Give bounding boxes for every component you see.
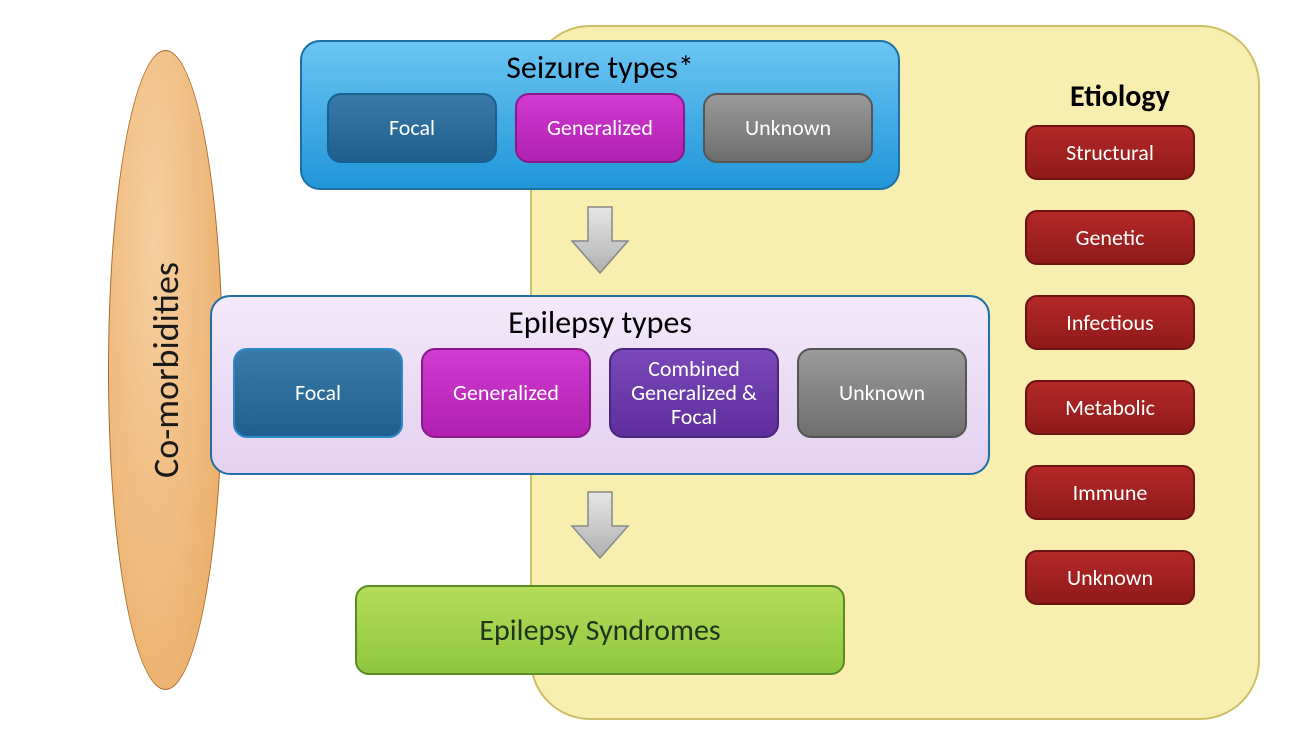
type-pill: Unknown xyxy=(703,93,873,163)
epilepsy-syndromes-box: Epilepsy Syndromes xyxy=(355,585,845,675)
etiology-item: Metabolic xyxy=(1025,380,1195,435)
comorbidities-ellipse: Co-morbidities xyxy=(108,50,223,690)
type-pill: Focal xyxy=(233,348,403,438)
epilepsy-types-title: Epilepsy types xyxy=(212,303,988,342)
etiology-item: Structural xyxy=(1025,125,1195,180)
arrow-down-icon xyxy=(570,205,630,275)
arrow-down-icon xyxy=(570,490,630,560)
etiology-item: Infectious xyxy=(1025,295,1195,350)
type-pill: Generalized xyxy=(515,93,685,163)
type-pill: Focal xyxy=(327,93,497,163)
type-pill: Generalized xyxy=(421,348,591,438)
epilepsy-types-row: FocalGeneralizedCombined Generalized & F… xyxy=(212,342,988,452)
etiology-item: Immune xyxy=(1025,465,1195,520)
comorbidities-label: Co-morbidities xyxy=(144,262,188,478)
seizure-types-group: Seizure types* Focal Generalized Unknown xyxy=(300,40,900,190)
type-pill: Combined Generalized & Focal xyxy=(609,348,779,438)
etiology-title: Etiology xyxy=(1070,78,1170,115)
etiology-list: Structural Genetic Infectious Metabolic Immu… xyxy=(1025,125,1195,605)
seizure-types-row: Focal Generalized Unknown xyxy=(302,87,898,177)
etiology-item: Unknown xyxy=(1025,550,1195,605)
seizure-types-title: Seizure types* xyxy=(302,48,898,87)
epilepsy-types-group: Epilepsy types FocalGeneralizedCombined … xyxy=(210,295,990,475)
etiology-item: Genetic xyxy=(1025,210,1195,265)
type-pill: Unknown xyxy=(797,348,967,438)
epilepsy-syndromes-label: Epilepsy Syndromes xyxy=(479,612,720,649)
